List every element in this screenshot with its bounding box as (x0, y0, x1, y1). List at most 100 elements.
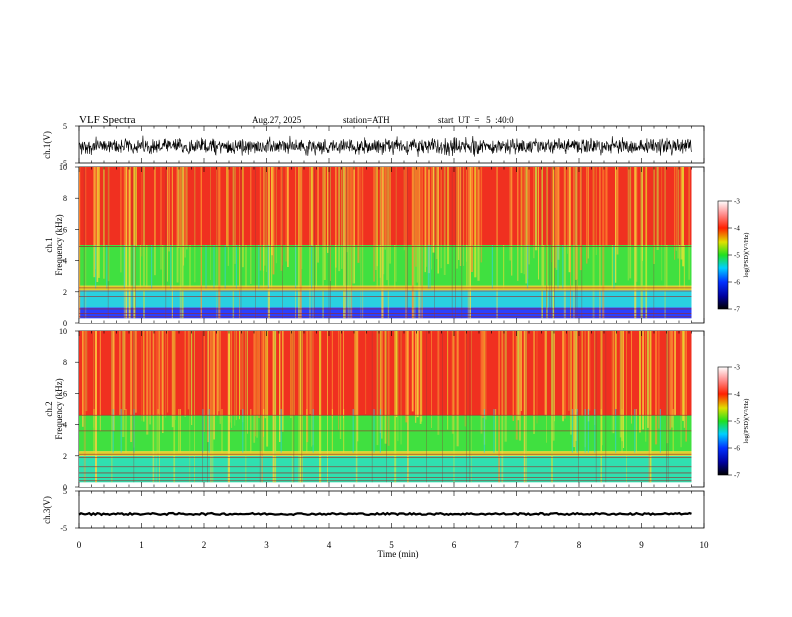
spectrogram-streak (231, 331, 233, 428)
spectrogram-streak (255, 331, 257, 437)
spectrogram-streak (405, 331, 408, 423)
spectrogram-streak (563, 331, 566, 419)
spectrogram-streak (168, 167, 170, 252)
spectrogram-streak (602, 331, 603, 446)
spectrogram-streak (504, 331, 507, 442)
spectrogram-streak (575, 167, 577, 280)
spectrogram-streak (379, 331, 381, 433)
spectrogram-streak (586, 167, 588, 264)
spectrogram-streak (562, 331, 564, 422)
spectrogram-streak (482, 331, 485, 418)
date-label: Aug.27, 2025 (252, 115, 302, 125)
spectrogram-streak (96, 167, 99, 282)
spectrogram-streak (519, 331, 521, 441)
spectrogram-streak (290, 331, 292, 418)
spectrogram-streak (155, 331, 157, 483)
spectrogram-streak (309, 167, 311, 319)
waveform-line (78, 135, 692, 157)
spectrogram-streak (387, 167, 390, 319)
spectrogram-streak (523, 331, 525, 483)
spectrogram-streak (346, 167, 347, 319)
spectrogram-streak (266, 167, 267, 272)
spectrogram-streak (552, 331, 555, 441)
ch2-colorbar-label: log(PSD)(V²/Hz) (743, 399, 750, 444)
spectrogram-streak (496, 167, 498, 319)
spectrogram-streak (536, 331, 538, 424)
spectrogram-streak (667, 331, 669, 483)
spectrogram-streak (271, 245, 273, 289)
spectrogram-streak (347, 167, 349, 319)
spectrogram-streak (379, 167, 381, 278)
spectrogram-streak (125, 167, 128, 319)
spectrogram-streak (176, 167, 179, 283)
spectrogram-streak (480, 331, 483, 434)
spectrogram-streak (615, 167, 617, 283)
ch2-spectrogram-heatmap: 0 2 4 6 8 10 (59, 327, 692, 492)
spectrogram-streak (171, 167, 173, 319)
spectrogram-streak (407, 331, 409, 483)
spectrogram-streak (384, 331, 387, 444)
ch1-colorbar (717, 200, 729, 310)
spectrogram-streak (98, 167, 100, 278)
spectrogram-streak (421, 331, 423, 422)
spectrogram-streak (242, 167, 244, 268)
ch1-spectrogram-heatmap: 0 2 4 6 8 10 (59, 163, 692, 328)
spectrogram-streak (119, 331, 121, 416)
spectrogram-streak (253, 331, 256, 443)
colorbar-tick-label: -5 (734, 252, 740, 260)
y-tick-label: 0 (63, 319, 67, 328)
spectrogram-streak (533, 331, 535, 434)
spectrogram-streak (79, 167, 81, 319)
spectrogram-streak (520, 331, 522, 411)
spectrogram-streak (435, 167, 438, 259)
spectrogram-streak (415, 331, 417, 423)
spectrogram-streak (194, 167, 196, 283)
spectrogram-streak (287, 167, 289, 267)
spectrogram-streak (397, 331, 399, 442)
spectrogram-streak (343, 331, 344, 419)
spectrogram-streak (528, 167, 530, 265)
spectrogram-streak (312, 331, 314, 446)
spectrogram-streak (360, 167, 362, 319)
spectrogram-streak (437, 167, 439, 274)
spectrogram-streak (563, 167, 566, 319)
spectrogram-streak (653, 167, 655, 264)
spectrogram-streak (594, 331, 596, 425)
spectrogram-streak (440, 167, 442, 269)
spectrogram-streak (295, 167, 297, 319)
spectrogram-streak (331, 331, 333, 418)
spectrogram-streak (282, 167, 283, 319)
ch1-colorbar-label: log(PSD)(V²/Hz) (743, 233, 750, 278)
spectrogram-streak (213, 331, 215, 440)
spectrogram-streak (666, 245, 668, 289)
spectrogram-streak (234, 331, 236, 426)
spectrogram-streak (83, 167, 85, 319)
colorbar-tick-label: -7 (734, 306, 740, 314)
spectrogram-streak (403, 167, 405, 251)
y-tick-label: 4 (63, 257, 67, 266)
spectrogram-streak (626, 331, 627, 483)
spectrogram-streak (123, 167, 125, 319)
figure-title: VLF Spectra (79, 114, 136, 126)
spectrogram-streak (427, 167, 430, 274)
spectrogram-streak (426, 331, 427, 483)
spectrogram-streak (515, 331, 518, 440)
spectrogram-band (79, 167, 692, 245)
spectrogram-streak (330, 167, 331, 319)
spectrogram-streak (442, 331, 443, 483)
spectrogram-streak (415, 167, 417, 267)
start-time-label: start UT = 5 :40:0 (438, 115, 514, 125)
spectrogram-streak (218, 167, 221, 319)
spectrogram-streak (664, 167, 666, 319)
spectrogram-streak (293, 331, 295, 483)
spectrogram-streak (99, 331, 101, 431)
spectrogram-streak (395, 331, 398, 418)
spectrogram-streak (411, 167, 414, 319)
spectrogram-streak (517, 331, 520, 421)
spectrogram-streak (207, 331, 210, 443)
x-tick-label: 1 (139, 540, 144, 550)
spectrogram-streak (227, 167, 229, 266)
spectrogram-streak (351, 167, 353, 319)
spectrogram-streak (485, 331, 487, 420)
spectrogram-streak (611, 245, 613, 289)
